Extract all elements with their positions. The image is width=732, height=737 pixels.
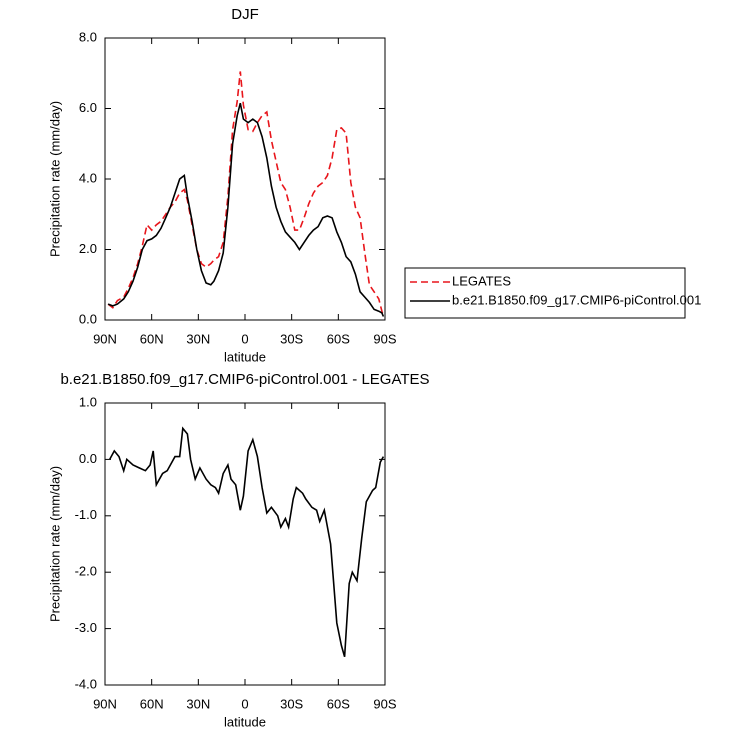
- y-axis-label: Precipitation rate (mm/day): [47, 101, 62, 257]
- y-tick-label: 0.0: [79, 311, 97, 326]
- x-tick-label: 30S: [280, 696, 303, 711]
- x-tick-label: 60S: [327, 696, 350, 711]
- x-tick-label: 90S: [373, 696, 396, 711]
- plot-frame: [104, 402, 386, 686]
- x-axis-label: latitude: [224, 349, 266, 364]
- x-tick-label: 0: [241, 696, 248, 711]
- x-tick-label: 0: [241, 331, 248, 346]
- y-tick-label: 2.0: [79, 241, 97, 256]
- legend-box: [404, 267, 686, 319]
- x-tick-label: 90N: [93, 331, 117, 346]
- y-tick-label: -3.0: [75, 620, 97, 635]
- y-tick-label: -2.0: [75, 564, 97, 579]
- y-tick-label: 8.0: [79, 29, 97, 44]
- legend-label: b.e21.B1850.f09_g17.CMIP6-piControl.001: [452, 292, 701, 307]
- x-tick-label: 30N: [186, 331, 210, 346]
- y-tick-label: -4.0: [75, 676, 97, 691]
- legend-label: LEGATES: [452, 273, 511, 288]
- chart-title: DJF: [231, 6, 259, 23]
- y-tick-label: 6.0: [79, 100, 97, 115]
- data-line: [107, 71, 385, 317]
- y-tick-label: 0.0: [79, 451, 97, 466]
- y-tick-label: -1.0: [75, 507, 97, 522]
- x-axis-label: latitude: [224, 714, 266, 729]
- x-tick-label: 60N: [140, 696, 164, 711]
- chart-title: b.e21.B1850.f09_g17.CMIP6-piControl.001 …: [60, 371, 429, 388]
- x-tick-label: 90N: [93, 696, 117, 711]
- y-tick-label: 1.0: [79, 394, 97, 409]
- x-tick-label: 30N: [186, 696, 210, 711]
- y-tick-label: 4.0: [79, 170, 97, 185]
- data-line: [108, 426, 385, 658]
- x-tick-label: 90S: [373, 331, 396, 346]
- x-tick-label: 60N: [140, 331, 164, 346]
- plot-frame: [104, 37, 386, 321]
- x-tick-label: 30S: [280, 331, 303, 346]
- x-tick-label: 60S: [327, 331, 350, 346]
- y-axis-label: Precipitation rate (mm/day): [47, 466, 62, 622]
- data-line: [107, 103, 385, 317]
